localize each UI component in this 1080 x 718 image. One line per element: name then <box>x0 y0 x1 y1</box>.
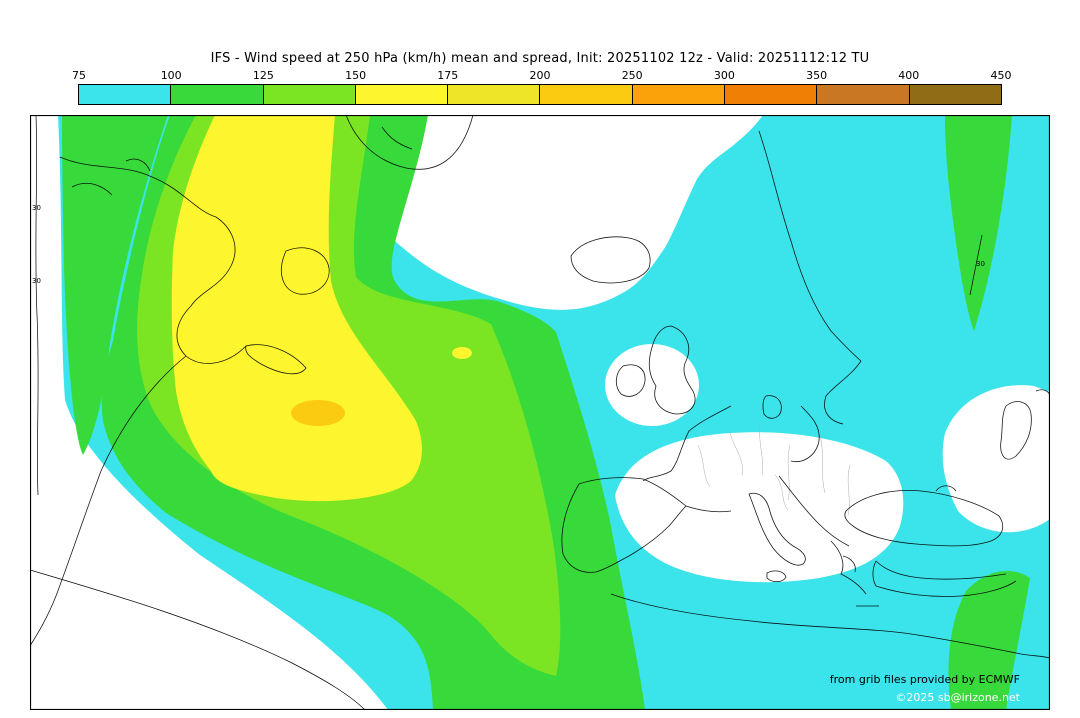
calm-region-southwest <box>30 115 388 710</box>
wind-region-150-small <box>452 347 472 359</box>
wind-speed-map: 30 30 30 from grib files provided by ECM… <box>30 115 1050 710</box>
colorbar-tick-label: 400 <box>898 69 920 82</box>
colorbar-tick-label: 300 <box>713 69 735 82</box>
calm-region-west-europe <box>605 344 699 426</box>
colorbar-tick-label: 125 <box>252 69 274 82</box>
coast-sicily <box>766 570 787 583</box>
wind-region-100-east-band <box>945 115 1012 331</box>
colorbar-segment <box>263 85 356 104</box>
wind-region-100-southeast-band <box>948 570 1030 710</box>
colorbar-tick-labels: 75 100 125 150 175 200 250 300 350 400 450 <box>72 69 1012 82</box>
map-canvas: 30 30 30 <box>30 115 1050 710</box>
wind-region-150 <box>171 115 423 502</box>
colorbar-tick-label: 200 <box>529 69 551 82</box>
coast-north-africa <box>610 593 1050 659</box>
colorbar-segment <box>355 85 449 104</box>
coast-labrador <box>59 156 217 218</box>
coast-britain <box>648 325 696 415</box>
coast-adriatic <box>778 475 850 547</box>
calm-region-balkans <box>615 432 904 583</box>
credit-ecmwf: from grib files provided by ECMWF <box>829 673 1020 686</box>
coast-us-east <box>30 355 187 647</box>
calm-region-caspian <box>942 385 1050 533</box>
colorbar-segment <box>725 85 818 104</box>
coast-iceland <box>570 236 651 284</box>
colorbar-tick-label: 75 <box>72 69 86 82</box>
coast-greece <box>830 540 867 595</box>
coast-nova-scotia <box>245 344 307 375</box>
colorbar-tick-label: 250 <box>621 69 643 82</box>
colorbar-tick-label: 150 <box>345 69 367 82</box>
colorbar-tick-label: 175 <box>437 69 459 82</box>
coast-baltic <box>824 360 862 425</box>
colorbar-segment <box>171 85 264 104</box>
coast-newfoundland <box>281 247 330 295</box>
country-borders <box>697 424 851 516</box>
coast-italy <box>748 492 806 566</box>
coast-black-sea <box>844 490 1004 547</box>
coast-caspian <box>1000 401 1032 460</box>
colorbar-tick-label: 450 <box>990 69 1012 82</box>
colorbar-segment <box>817 85 910 104</box>
credit-copyright: ©2025 sb@irizone.net <box>895 691 1020 704</box>
wind-region-100-west-band <box>62 115 168 455</box>
coastlines <box>30 115 1050 659</box>
map-border <box>30 115 1050 710</box>
colorbar-tick-label: 350 <box>806 69 828 82</box>
colorbar-segment <box>540 85 633 104</box>
coast-norway <box>758 130 862 362</box>
colorbar-segment <box>448 85 541 104</box>
colorbar-segment <box>632 85 726 104</box>
coast-turkey-north <box>875 560 1007 580</box>
chart-title: IFS - Wind speed at 250 hPa (km/h) mean … <box>210 51 870 66</box>
calm-region-north <box>352 115 763 310</box>
contour-label: 30 <box>32 277 41 285</box>
contour-label: 30 <box>32 204 41 212</box>
coast-france <box>642 405 732 482</box>
coast-turkey-south <box>872 560 1017 597</box>
coast-crimea <box>935 485 957 492</box>
colorbar <box>78 84 1002 105</box>
colorbar-segment <box>79 85 172 104</box>
coast-ireland <box>615 364 646 397</box>
contour-label: 30 <box>976 260 985 268</box>
contour-label-group: 30 30 30 <box>32 204 985 285</box>
coast-iberia <box>561 477 687 573</box>
wind-region-200-core <box>291 400 345 426</box>
colorbar-segment <box>909 85 1001 104</box>
colorbar-tick-label: 100 <box>160 69 182 82</box>
spread-contours <box>30 115 983 710</box>
coast-denmark <box>762 395 782 419</box>
coast-greenland <box>345 115 474 170</box>
